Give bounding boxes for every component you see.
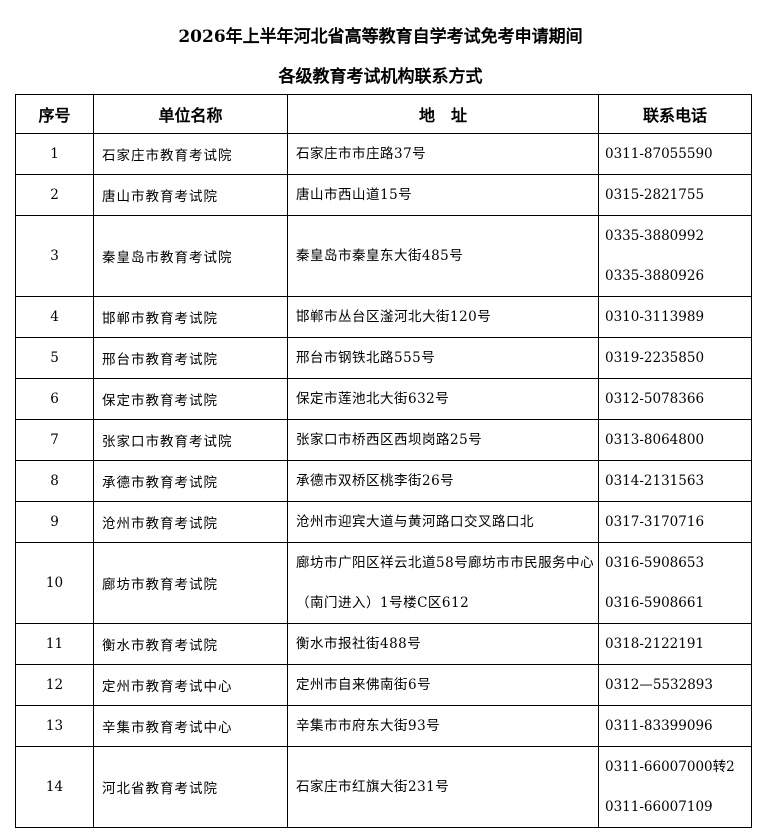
phone-cell: 0310-3113989	[598, 296, 752, 338]
institution-name: 邢台市教育考试院	[93, 337, 288, 379]
table-row: 9 沧州市教育考试院 沧州市迎宾大道与黄河路口交叉路口北 0317-3170716	[15, 501, 752, 543]
institution-name: 河北省教育考试院	[93, 746, 288, 828]
row-number: 1	[15, 133, 94, 175]
phone-number: 0316-5908661	[605, 595, 705, 611]
phone-number: 0335-3880992	[605, 228, 705, 244]
contact-table: 序号 单位名称 地 址 联系电话 1 石家庄市教育考试院 石家庄市市庄路37号 031…	[15, 94, 752, 828]
phone-number: 0311-87055590	[605, 146, 713, 162]
row-number: 6	[15, 378, 94, 420]
row-number: 7	[15, 419, 94, 461]
institution-name: 衡水市教育考试院	[93, 623, 288, 665]
phone-cell: 0316-5908653 0316-5908661	[598, 542, 752, 624]
row-number: 13	[15, 705, 94, 747]
address: 定州市自来佛南街6号	[287, 664, 599, 706]
header-no: 序号	[15, 94, 94, 134]
header-phone: 联系电话	[598, 94, 752, 134]
phone-cell: 0312-5078366	[598, 378, 752, 420]
table-row: 8 承德市教育考试院 承德市双桥区桃李街26号 0314-2131563	[15, 460, 752, 502]
table-row: 3 秦皇岛市教育考试院 秦皇岛市秦皇东大街485号 0335-3880992 0335-…	[15, 215, 752, 297]
phone-number: 0319-2235850	[605, 350, 705, 366]
address: 承德市双桥区桃李街26号	[287, 460, 599, 502]
phone-number: 0335-3880926	[605, 268, 705, 284]
institution-name: 唐山市教育考试院	[93, 174, 288, 216]
table-row: 7 张家口市教育考试院 张家口市桥西区西坝岗路25号 0313-8064800	[15, 419, 752, 461]
row-number: 10	[15, 542, 94, 624]
phone-cell: 0311-83399096	[598, 705, 752, 747]
institution-name: 邯郸市教育考试院	[93, 296, 288, 338]
address: 秦皇岛市秦皇东大街485号	[287, 215, 599, 297]
phone-cell: 0313-8064800	[598, 419, 752, 461]
address: 石家庄市红旗大街231号	[287, 746, 599, 828]
phone-cell: 0311-87055590	[598, 133, 752, 175]
row-number: 5	[15, 337, 94, 379]
phone-number: 0310-3113989	[605, 309, 705, 325]
phone-cell: 0311-66007000转2 0311-66007109	[598, 746, 752, 828]
row-number: 9	[15, 501, 94, 543]
row-number: 14	[15, 746, 94, 828]
address: 唐山市西山道15号	[287, 174, 599, 216]
phone-cell: 0312—5532893	[598, 664, 752, 706]
table-row: 1 石家庄市教育考试院 石家庄市市庄路37号 0311-87055590	[15, 133, 752, 175]
institution-name: 廊坊市教育考试院	[93, 542, 288, 624]
table-row: 6 保定市教育考试院 保定市莲池北大街632号 0312-5078366	[15, 378, 752, 420]
phone-number: 0311-66007000转2	[605, 759, 735, 775]
row-number: 2	[15, 174, 94, 216]
row-number: 4	[15, 296, 94, 338]
phone-number: 0317-3170716	[605, 514, 705, 530]
institution-name: 保定市教育考试院	[93, 378, 288, 420]
table-row: 4 邯郸市教育考试院 邯郸市丛台区滏河北大街120号 0310-3113989	[15, 296, 752, 338]
table-header-row: 序号 单位名称 地 址 联系电话	[15, 94, 752, 134]
header-name: 单位名称	[93, 94, 288, 134]
table-row: 13 辛集市教育考试中心 辛集市市府东大街93号 0311-83399096	[15, 705, 752, 747]
phone-cell: 0314-2131563	[598, 460, 752, 502]
phone-number: 0315-2821755	[605, 187, 705, 203]
address: 衡水市报社街488号	[287, 623, 599, 665]
address: 保定市莲池北大街632号	[287, 378, 599, 420]
document-subtitle: 各级教育考试机构联系方式	[278, 67, 483, 87]
phone-number: 0311-83399096	[605, 718, 713, 734]
institution-name: 张家口市教育考试院	[93, 419, 288, 461]
row-number: 11	[15, 623, 94, 665]
institution-name: 沧州市教育考试院	[93, 501, 288, 543]
table-row: 2 唐山市教育考试院 唐山市西山道15号 0315-2821755	[15, 174, 752, 216]
phone-number: 0312—5532893	[605, 677, 713, 693]
phone-number: 0311-66007109	[605, 799, 713, 815]
phone-number: 0314-2131563	[605, 473, 705, 489]
address: 邯郸市丛台区滏河北大街120号	[287, 296, 599, 338]
table-row: 5 邢台市教育考试院 邢台市钢铁北路555号 0319-2235850	[15, 337, 752, 379]
address: 廊坊市广阳区祥云北道58号廊坊市市民服务中心（南门进入）1号楼C区612	[287, 542, 599, 624]
institution-name: 承德市教育考试院	[93, 460, 288, 502]
institution-name: 定州市教育考试中心	[93, 664, 288, 706]
table-row: 12 定州市教育考试中心 定州市自来佛南街6号 0312—5532893	[15, 664, 752, 706]
phone-number: 0318-2122191	[605, 636, 705, 652]
address: 张家口市桥西区西坝岗路25号	[287, 419, 599, 461]
institution-name: 辛集市教育考试中心	[93, 705, 288, 747]
header-address: 地 址	[287, 94, 599, 134]
phone-number: 0313-8064800	[605, 432, 705, 448]
institution-name: 石家庄市教育考试院	[93, 133, 288, 175]
address: 沧州市迎宾大道与黄河路口交叉路口北	[287, 501, 599, 543]
phone-number: 0312-5078366	[605, 391, 705, 407]
phone-cell: 0318-2122191	[598, 623, 752, 665]
row-number: 3	[15, 215, 94, 297]
row-number: 8	[15, 460, 94, 502]
address: 邢台市钢铁北路555号	[287, 337, 599, 379]
address: 辛集市市府东大街93号	[287, 705, 599, 747]
phone-cell: 0315-2821755	[598, 174, 752, 216]
table-row: 10 廊坊市教育考试院 廊坊市广阳区祥云北道58号廊坊市市民服务中心（南门进入）1号…	[15, 542, 752, 624]
phone-number: 0316-5908653	[605, 555, 705, 571]
table-row: 11 衡水市教育考试院 衡水市报社街488号 0318-2122191	[15, 623, 752, 665]
phone-cell: 0317-3170716	[598, 501, 752, 543]
phone-cell: 0319-2235850	[598, 337, 752, 379]
table-row: 14 河北省教育考试院 石家庄市红旗大街231号 0311-66007000转2 031…	[15, 746, 752, 828]
phone-cell: 0335-3880992 0335-3880926	[598, 215, 752, 297]
address: 石家庄市市庄路37号	[287, 133, 599, 175]
institution-name: 秦皇岛市教育考试院	[93, 215, 288, 297]
row-number: 12	[15, 664, 94, 706]
document-title: 2026年上半年河北省高等教育自学考试免考申请期间	[178, 27, 583, 47]
